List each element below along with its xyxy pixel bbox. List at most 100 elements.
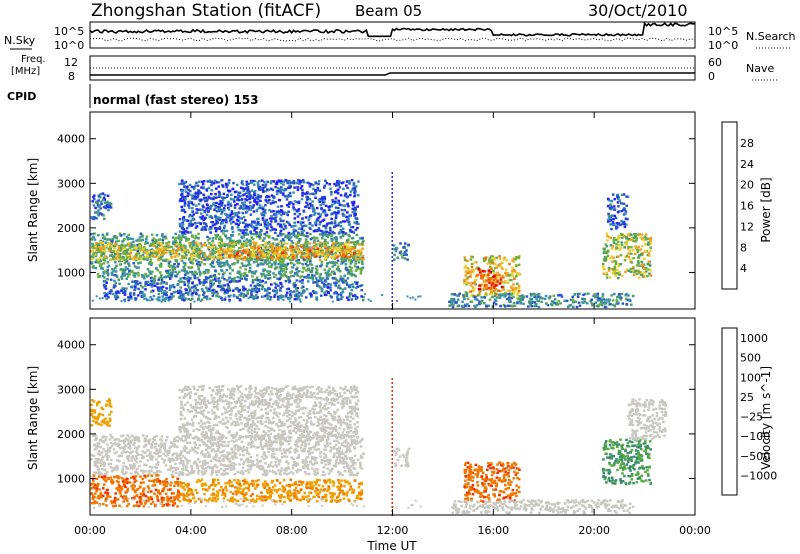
power-cell <box>264 185 267 188</box>
power-cell <box>293 294 296 297</box>
power-cell <box>237 246 241 250</box>
power-cell <box>354 185 358 188</box>
power-cell <box>236 226 240 229</box>
power-cell <box>309 262 312 266</box>
power-cell <box>263 295 267 298</box>
power-cell <box>369 300 372 302</box>
power-cell <box>535 297 538 300</box>
power-cell <box>391 268 393 270</box>
power-cell <box>236 259 240 262</box>
power-cell <box>105 281 108 284</box>
power-cell <box>629 270 633 274</box>
power-cell <box>278 241 282 245</box>
power-cell <box>649 249 652 252</box>
power-cell <box>338 231 342 234</box>
power-cell <box>228 280 232 284</box>
power-cell <box>173 286 176 289</box>
power-cell <box>138 236 142 239</box>
power-cell <box>270 283 273 286</box>
power-cell <box>220 179 223 182</box>
power-cell <box>623 222 626 226</box>
power-cell <box>646 253 650 257</box>
power-cell <box>616 240 620 244</box>
power-cell <box>205 225 208 228</box>
power-cell <box>625 242 628 245</box>
power-cell <box>281 193 285 196</box>
power-cell <box>123 261 127 265</box>
power-cell <box>192 243 195 247</box>
power-cell <box>94 266 98 270</box>
power-cell <box>193 290 196 294</box>
power-cell <box>155 267 158 270</box>
power-cell <box>195 262 199 266</box>
power-cell <box>293 217 297 220</box>
power-cell <box>247 261 251 264</box>
power-cell <box>227 206 230 209</box>
power-cell <box>270 258 274 262</box>
power-cell <box>158 296 161 299</box>
power-cell <box>317 182 320 186</box>
power-cell <box>186 185 189 188</box>
power-cell <box>508 290 511 293</box>
power-cell <box>172 295 175 298</box>
power-cell <box>625 268 629 271</box>
power-cell <box>151 242 155 245</box>
power-cell <box>278 258 281 262</box>
power-cell <box>635 272 639 276</box>
power-cell <box>180 248 184 251</box>
power-cell <box>190 185 194 189</box>
power-cell <box>404 242 407 245</box>
power-cell <box>296 234 300 237</box>
power-cell <box>100 263 103 266</box>
power-cell <box>230 250 233 254</box>
power-cell <box>569 303 573 307</box>
power-cell <box>647 241 650 244</box>
power-cell <box>582 293 585 296</box>
power-cell <box>209 243 213 246</box>
power-cell <box>311 224 314 227</box>
power-cell <box>613 265 617 268</box>
power-cell <box>630 233 633 236</box>
power-cell <box>258 204 262 207</box>
power-cell <box>139 291 142 295</box>
power-cell <box>353 294 356 298</box>
power-cell <box>303 224 306 227</box>
power-cell <box>331 249 334 252</box>
power-cell <box>230 239 233 242</box>
power-cell <box>279 267 283 270</box>
power-cell <box>205 213 209 216</box>
power-cell <box>644 233 648 236</box>
power-cell <box>607 269 611 272</box>
power-cell <box>167 264 171 268</box>
power-cell <box>485 284 488 288</box>
power-cell <box>339 229 343 232</box>
power-cell <box>297 250 301 253</box>
power-cell <box>177 252 181 256</box>
power-cell <box>319 254 322 257</box>
power-cell <box>231 239 235 242</box>
power-cell <box>146 241 149 245</box>
power-cell <box>209 231 212 234</box>
power-cell <box>246 188 249 192</box>
power-cell <box>249 230 252 233</box>
power-cell <box>226 237 229 240</box>
power-cell <box>617 265 620 268</box>
power-cell <box>602 298 605 301</box>
power-cell <box>582 298 586 301</box>
power-cell <box>165 282 168 286</box>
power-cell <box>255 196 258 199</box>
power-cell <box>395 299 398 302</box>
power-cell <box>289 185 292 188</box>
power-cell <box>483 294 487 297</box>
power-cell <box>311 267 314 270</box>
power-cell <box>95 249 98 253</box>
power-cell <box>251 179 255 183</box>
power-cell <box>510 304 514 307</box>
power-cell <box>93 232 96 235</box>
power-cell <box>339 291 343 295</box>
power-cell <box>228 255 231 258</box>
power-cell <box>622 220 626 224</box>
power-cell <box>637 276 641 279</box>
power-cell <box>180 189 183 193</box>
power-cell <box>499 290 503 293</box>
